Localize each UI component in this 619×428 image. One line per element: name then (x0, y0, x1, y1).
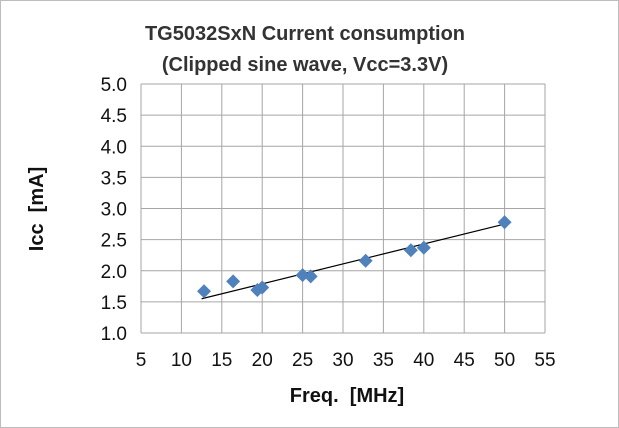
x-tick-label: 50 (494, 350, 515, 371)
y-tick-label: 2.5 (101, 231, 127, 252)
data-point (497, 215, 512, 230)
x-tick-label: 35 (373, 350, 394, 371)
x-tick-label: 15 (211, 350, 232, 371)
y-tick-label: 1.5 (101, 293, 127, 314)
chart-subtitle: (Clipped sine wave, Vcc=3.3V) (162, 54, 448, 76)
data-point (226, 274, 241, 289)
y-tick-label: 2.0 (101, 262, 127, 283)
x-axis-label: Freq. [MHz] (290, 385, 404, 407)
data-point (358, 253, 373, 268)
data-point (255, 280, 270, 295)
x-tick-label: 40 (413, 350, 434, 371)
data-point (416, 240, 431, 255)
data-points (197, 215, 512, 299)
y-tick-label: 1.0 (101, 324, 127, 345)
y-tick-label: 5.0 (101, 75, 127, 96)
data-point (303, 269, 318, 284)
x-tick-label: 20 (252, 350, 273, 371)
y-tick-label: 3.0 (101, 200, 127, 221)
x-tick-label: 55 (534, 350, 555, 371)
data-point (197, 284, 212, 299)
tick-labels: 1.0 1.5 2.0 2.5 3.0 3.5 4.0 4.5 5.0 5 10 15 20 25 30 35… (101, 75, 556, 371)
y-tick-label: 4.0 (101, 137, 127, 158)
x-tick-label: 5 (136, 350, 147, 371)
x-tick-label: 30 (332, 350, 353, 371)
x-tick-label: 45 (454, 350, 475, 371)
trendline-layer (201, 223, 505, 300)
y-tick-label: 4.5 (101, 106, 127, 127)
trendline (201, 223, 505, 300)
x-tick-label: 25 (292, 350, 313, 371)
data-point (403, 243, 418, 258)
y-tick-label: 3.5 (101, 168, 127, 189)
y-axis-label: Icc [mA] (26, 167, 48, 251)
grid (140, 83, 546, 334)
chart-title: TG5032SxN Current consumption (145, 23, 465, 45)
x-tick-label: 10 (171, 350, 192, 371)
